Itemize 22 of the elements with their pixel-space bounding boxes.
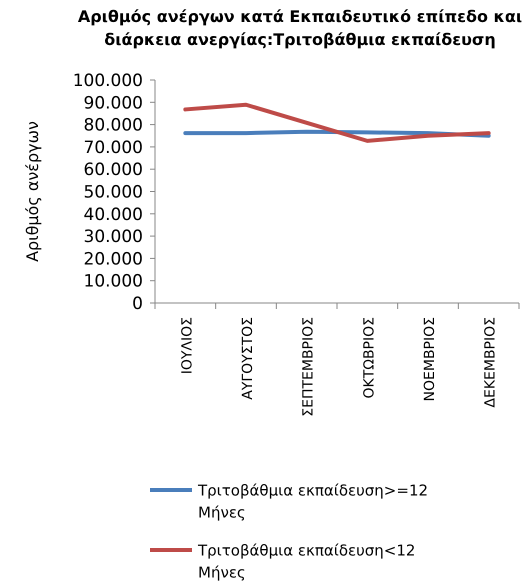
x-tick-label: ΔΕΚΕΜΒΡΙΟΣ <box>482 317 499 408</box>
x-tick-label: ΝΟΕΜΒΡΙΟΣ <box>422 317 438 402</box>
y-tick-label: 100.000 <box>72 70 143 91</box>
y-tick-label: 0 <box>132 294 143 314</box>
y-tick-label: 30.000 <box>84 227 143 248</box>
legend-label: Τριτοβάθμια εκπαίδευση>=12 Μήνες <box>197 481 428 522</box>
y-tick-label: 70.000 <box>84 138 143 158</box>
y-axis-title: Αριθμός ανέργων <box>23 121 42 262</box>
y-tick-label: 80.000 <box>84 116 143 136</box>
x-tick-label: ΙΟΥΛΙΟΣ <box>179 317 196 374</box>
line-series <box>183 102 491 143</box>
chart-title: Αριθμός ανέργων κατά Εκπαιδευτικό επίπεδο και διάρκεια ανεργίας:Τριτοβάθμια εκπαίδευση <box>78 7 522 49</box>
y-tick-label: 60.000 <box>84 160 143 180</box>
x-tick-label: ΣΕΠΤΕΜΒΡΙΟΣ <box>300 317 317 417</box>
y-tick-label: 40.000 <box>84 204 143 225</box>
y-tick-label: 90.000 <box>84 93 143 114</box>
y-tick-label: 10.000 <box>84 272 143 292</box>
y-tick-label: 20.000 <box>84 249 143 270</box>
legend-label: Τριτοβάθμια εκπαίδευση<12 Μήνες <box>197 541 416 582</box>
y-tick-label: 50.000 <box>84 182 143 202</box>
x-tick-label: ΑΥΓΟΥΣΤΟΣ <box>240 317 256 400</box>
x-tick-label: ΟΚΤΩΒΡΙΟΣ <box>361 317 378 398</box>
